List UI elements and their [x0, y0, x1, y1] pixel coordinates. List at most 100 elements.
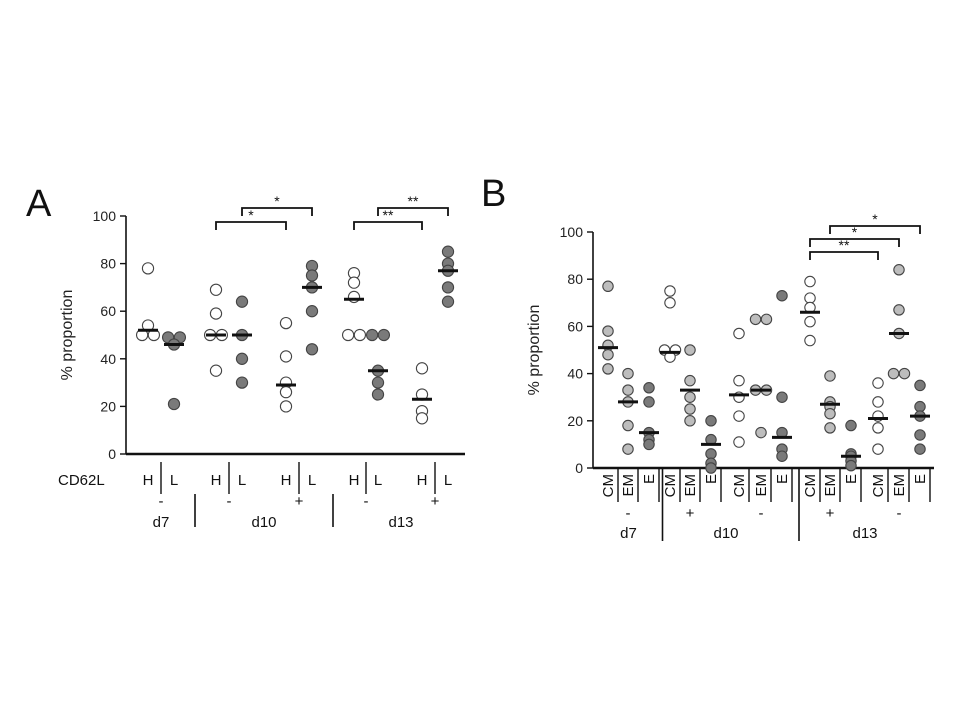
y-tick-label: 40 — [100, 351, 116, 367]
category-label: CM — [662, 474, 679, 497]
data-point — [622, 367, 634, 380]
y-tick-label: 0 — [108, 446, 116, 462]
significance-bracket — [809, 238, 900, 247]
data-point — [733, 436, 745, 448]
significance-label: * — [248, 207, 254, 223]
data-point — [914, 400, 926, 413]
category-label: CM — [802, 474, 819, 497]
data-point — [872, 396, 884, 408]
data-point — [872, 422, 884, 434]
data-point — [804, 292, 816, 304]
data-point — [365, 328, 379, 342]
data-point — [305, 305, 319, 318]
data-point — [684, 344, 696, 356]
y-axis-label: % proportion — [526, 305, 543, 396]
y-tick-label: 100 — [560, 224, 584, 240]
data-point — [845, 459, 857, 472]
data-point — [733, 410, 745, 422]
data-point — [279, 385, 293, 399]
data-point — [305, 269, 319, 282]
data-point — [684, 374, 696, 387]
data-point — [209, 364, 223, 377]
data-point — [776, 289, 788, 302]
category-label: H — [211, 472, 222, 489]
data-point — [664, 285, 676, 297]
y-tick-label: 40 — [567, 366, 583, 382]
condition-label: - — [227, 493, 232, 510]
significance-label: ** — [383, 207, 394, 223]
data-point — [209, 283, 223, 296]
group-label: d10 — [251, 514, 276, 531]
data-point — [824, 370, 836, 382]
category-label: E — [912, 474, 929, 484]
panel-a-letter: A — [26, 183, 52, 225]
data-point — [872, 443, 884, 455]
condition-label: - — [159, 493, 164, 510]
data-point — [441, 281, 455, 294]
data-point — [824, 422, 836, 434]
data-point — [664, 297, 676, 309]
category-label: E — [703, 474, 720, 484]
data-point — [898, 367, 911, 380]
data-point — [279, 400, 293, 413]
data-point — [415, 412, 429, 425]
data-point — [893, 264, 905, 276]
data-point — [824, 407, 836, 420]
category-label: H — [349, 472, 360, 489]
group-label: d10 — [713, 525, 738, 542]
data-point — [705, 448, 717, 460]
condition-label: + — [295, 493, 304, 510]
data-point — [887, 367, 900, 380]
y-tick-label: 80 — [567, 271, 583, 287]
data-point — [684, 403, 696, 415]
data-point — [804, 275, 816, 288]
significance-bracket — [215, 221, 287, 230]
data-point — [914, 443, 926, 455]
data-point — [622, 384, 634, 396]
data-point — [371, 388, 385, 401]
significance-label: * — [274, 193, 280, 209]
data-point — [377, 328, 391, 342]
significance-label: * — [852, 224, 858, 240]
data-point — [643, 396, 655, 408]
data-point — [893, 304, 905, 316]
significance-bracket — [353, 221, 423, 230]
category-label: E — [641, 474, 658, 484]
data-point — [347, 290, 361, 304]
data-point — [141, 262, 155, 275]
data-point — [705, 415, 717, 427]
category-label: H — [281, 472, 292, 489]
y-tick-label: 20 — [567, 413, 583, 429]
data-point — [776, 450, 788, 462]
data-point — [441, 245, 455, 258]
data-point — [684, 415, 696, 427]
row-label-cd62l: CD62L — [58, 472, 105, 489]
significance-bracket — [377, 207, 449, 216]
category-label: CM — [870, 474, 887, 497]
data-point — [602, 363, 614, 375]
category-label: L — [444, 472, 452, 489]
category-label: CM — [731, 474, 748, 497]
data-point — [845, 419, 857, 432]
significance-label: * — [872, 211, 878, 227]
data-point — [347, 276, 361, 289]
data-point — [415, 362, 429, 375]
significance-label: ** — [408, 193, 419, 209]
data-point — [643, 382, 655, 394]
significance-bracket — [829, 225, 921, 234]
category-label: EM — [620, 474, 637, 497]
y-tick-label: 0 — [575, 460, 583, 476]
data-point — [235, 352, 249, 365]
category-label: L — [170, 472, 178, 489]
category-label: CM — [600, 474, 617, 497]
data-point — [209, 307, 223, 320]
data-point — [733, 327, 745, 340]
condition-label: - — [897, 505, 902, 522]
group-label: d7 — [620, 525, 637, 542]
condition-label: - — [759, 505, 764, 522]
data-point — [622, 443, 634, 455]
data-point — [279, 350, 293, 363]
